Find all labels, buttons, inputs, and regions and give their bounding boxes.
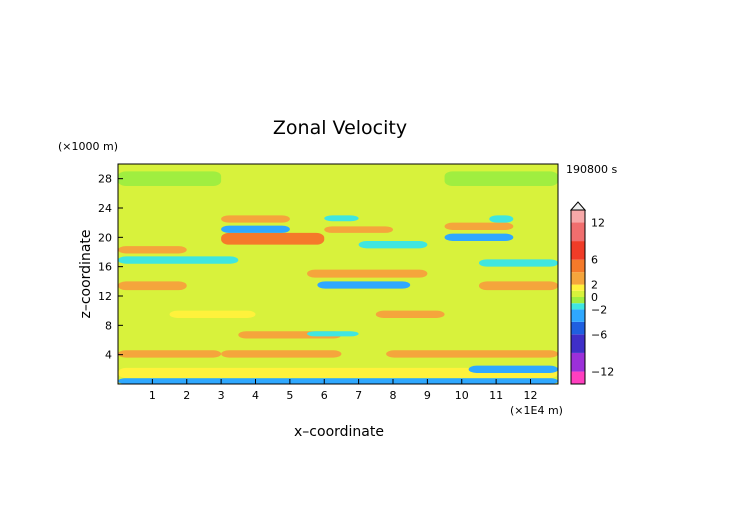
colorbar-segment bbox=[571, 222, 585, 242]
x-tick-label: 11 bbox=[489, 389, 503, 402]
x-axis: 1 2 3 4 5 6 7 8 9 10 11 12 bbox=[149, 379, 538, 402]
colorbar-tick-label: 12 bbox=[591, 216, 605, 229]
field-cell bbox=[324, 215, 359, 222]
field-cell bbox=[489, 215, 514, 223]
field-cell bbox=[375, 310, 445, 318]
x-axis-title: x–coordinate bbox=[294, 424, 384, 440]
chart-title: Zonal Velocity bbox=[273, 117, 407, 139]
colorbar-segment bbox=[571, 371, 585, 384]
colorbar-segment bbox=[571, 334, 585, 353]
time-label: 190800 s bbox=[566, 163, 617, 176]
field-cell bbox=[118, 378, 558, 384]
colorbar-segment bbox=[571, 303, 585, 310]
field-cell bbox=[444, 171, 558, 186]
x-tick-label: 2 bbox=[183, 389, 190, 402]
x-tick-label: 4 bbox=[252, 389, 259, 402]
field-cell bbox=[221, 350, 342, 358]
field-cell bbox=[478, 259, 558, 267]
colorbar-segment bbox=[571, 309, 585, 322]
colorbar-segment bbox=[571, 210, 585, 223]
plot-frame bbox=[117, 163, 559, 385]
y-unit-label: (×1000 m) bbox=[58, 140, 118, 153]
x-unit-label: (×1E4 m) bbox=[510, 404, 563, 417]
field-cell bbox=[478, 281, 558, 291]
x-tick-label: 8 bbox=[390, 389, 397, 402]
x-tick-label: 6 bbox=[321, 389, 328, 402]
field-cell bbox=[118, 350, 222, 358]
x-tick-label: 9 bbox=[424, 389, 431, 402]
y-axis-title: z–coordinate bbox=[78, 229, 94, 318]
y-tick-label: 8 bbox=[105, 319, 112, 332]
field-cell bbox=[118, 189, 558, 205]
heatmap-field bbox=[118, 164, 558, 384]
colorbar-tick-label: −12 bbox=[591, 366, 614, 379]
colorbar-segment bbox=[571, 241, 585, 260]
field-cell bbox=[444, 222, 514, 230]
field-cell bbox=[468, 365, 558, 373]
field-cell bbox=[118, 367, 558, 379]
field-cell bbox=[317, 281, 411, 289]
y-tick-label: 16 bbox=[98, 261, 112, 274]
y-axis: 4 8 12 16 20 24 28 bbox=[98, 173, 123, 362]
y-tick-label: 20 bbox=[98, 231, 112, 244]
y-tick-label: 28 bbox=[98, 173, 112, 186]
colorbar-segment bbox=[571, 272, 585, 285]
field-cell bbox=[169, 310, 256, 318]
x-tick-label: 12 bbox=[524, 389, 538, 402]
field-cell bbox=[307, 269, 428, 278]
field-cell bbox=[118, 246, 187, 254]
colorbar-tick-label: 2 bbox=[591, 279, 598, 292]
field-cell bbox=[444, 233, 514, 241]
y-tick-label: 4 bbox=[105, 349, 112, 362]
field-cell bbox=[118, 281, 187, 291]
colorbar-segment bbox=[571, 290, 585, 297]
x-tick-label: 5 bbox=[286, 389, 293, 402]
colorbar-segment bbox=[571, 284, 585, 291]
x-tick-label: 10 bbox=[455, 389, 469, 402]
colorbar-tick-label: −6 bbox=[591, 328, 607, 341]
colorbar-segment bbox=[571, 352, 585, 372]
field-cell bbox=[221, 232, 325, 245]
field-cell bbox=[358, 241, 428, 249]
field-cell bbox=[386, 350, 558, 358]
field-cell bbox=[307, 331, 359, 337]
y-tick-label: 24 bbox=[98, 202, 112, 215]
field-cell bbox=[324, 226, 393, 233]
colorbar-segment bbox=[571, 259, 585, 273]
y-tick-label: 12 bbox=[98, 290, 112, 303]
x-tick-label: 7 bbox=[355, 389, 362, 402]
colorbar-tick-label: 0 bbox=[591, 291, 598, 304]
colorbar-segment bbox=[571, 321, 585, 335]
x-tick-label: 1 bbox=[149, 389, 156, 402]
x-tick-label: 3 bbox=[218, 389, 225, 402]
field-cell bbox=[118, 256, 239, 264]
field-cell bbox=[221, 215, 290, 223]
colorbar-extend-arrow bbox=[569, 201, 587, 211]
colorbar-tick-label: −2 bbox=[591, 303, 607, 316]
field-cell bbox=[118, 171, 222, 186]
colorbar: 12 6 20−2 −6 −12 bbox=[569, 201, 614, 385]
colorbar-tick-label: 6 bbox=[591, 254, 598, 267]
field-cell bbox=[221, 225, 290, 233]
colorbar-segment bbox=[571, 297, 585, 304]
